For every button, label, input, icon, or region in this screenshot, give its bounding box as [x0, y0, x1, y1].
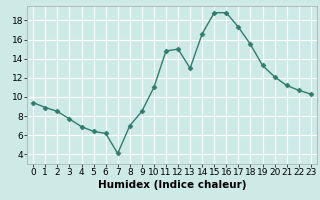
X-axis label: Humidex (Indice chaleur): Humidex (Indice chaleur) — [98, 180, 246, 190]
